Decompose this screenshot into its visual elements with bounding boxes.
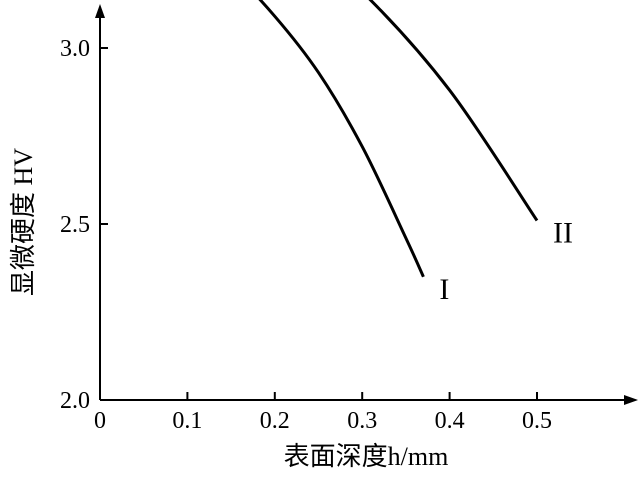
- x-tick-label: 0.1: [172, 408, 202, 434]
- series-label-1: I: [439, 273, 449, 306]
- series-line-2: [368, 0, 539, 222]
- series-lines: [258, 0, 539, 278]
- y-tick-label: 2.5: [60, 212, 90, 238]
- x-tick-label: 0: [94, 408, 106, 434]
- y-tick-label: 3.0: [60, 36, 90, 62]
- x-tick-label: 0.2: [260, 408, 290, 434]
- y-axis-arrow: [95, 4, 105, 18]
- x-axis-arrow: [624, 395, 638, 405]
- axes: [95, 4, 638, 405]
- x-axis-title: 表面深度h/mm: [284, 442, 449, 471]
- series-label-2: II: [553, 216, 573, 249]
- y-axis-ticks: 2.02.53.03.54.0: [60, 36, 108, 414]
- y-axis-title: 显微硬度 HV: [9, 148, 38, 296]
- series-line-1: [258, 0, 425, 278]
- series-labels: III: [439, 216, 573, 305]
- y-tick-label: 2.0: [60, 388, 90, 414]
- x-tick-label: 0.4: [435, 408, 465, 434]
- x-tick-label: 0.5: [522, 408, 552, 434]
- x-tick-label: 0.3: [347, 408, 377, 434]
- x-axis-ticks: 0 0.1 0.2 0.3 0.4 0.5: [94, 392, 552, 434]
